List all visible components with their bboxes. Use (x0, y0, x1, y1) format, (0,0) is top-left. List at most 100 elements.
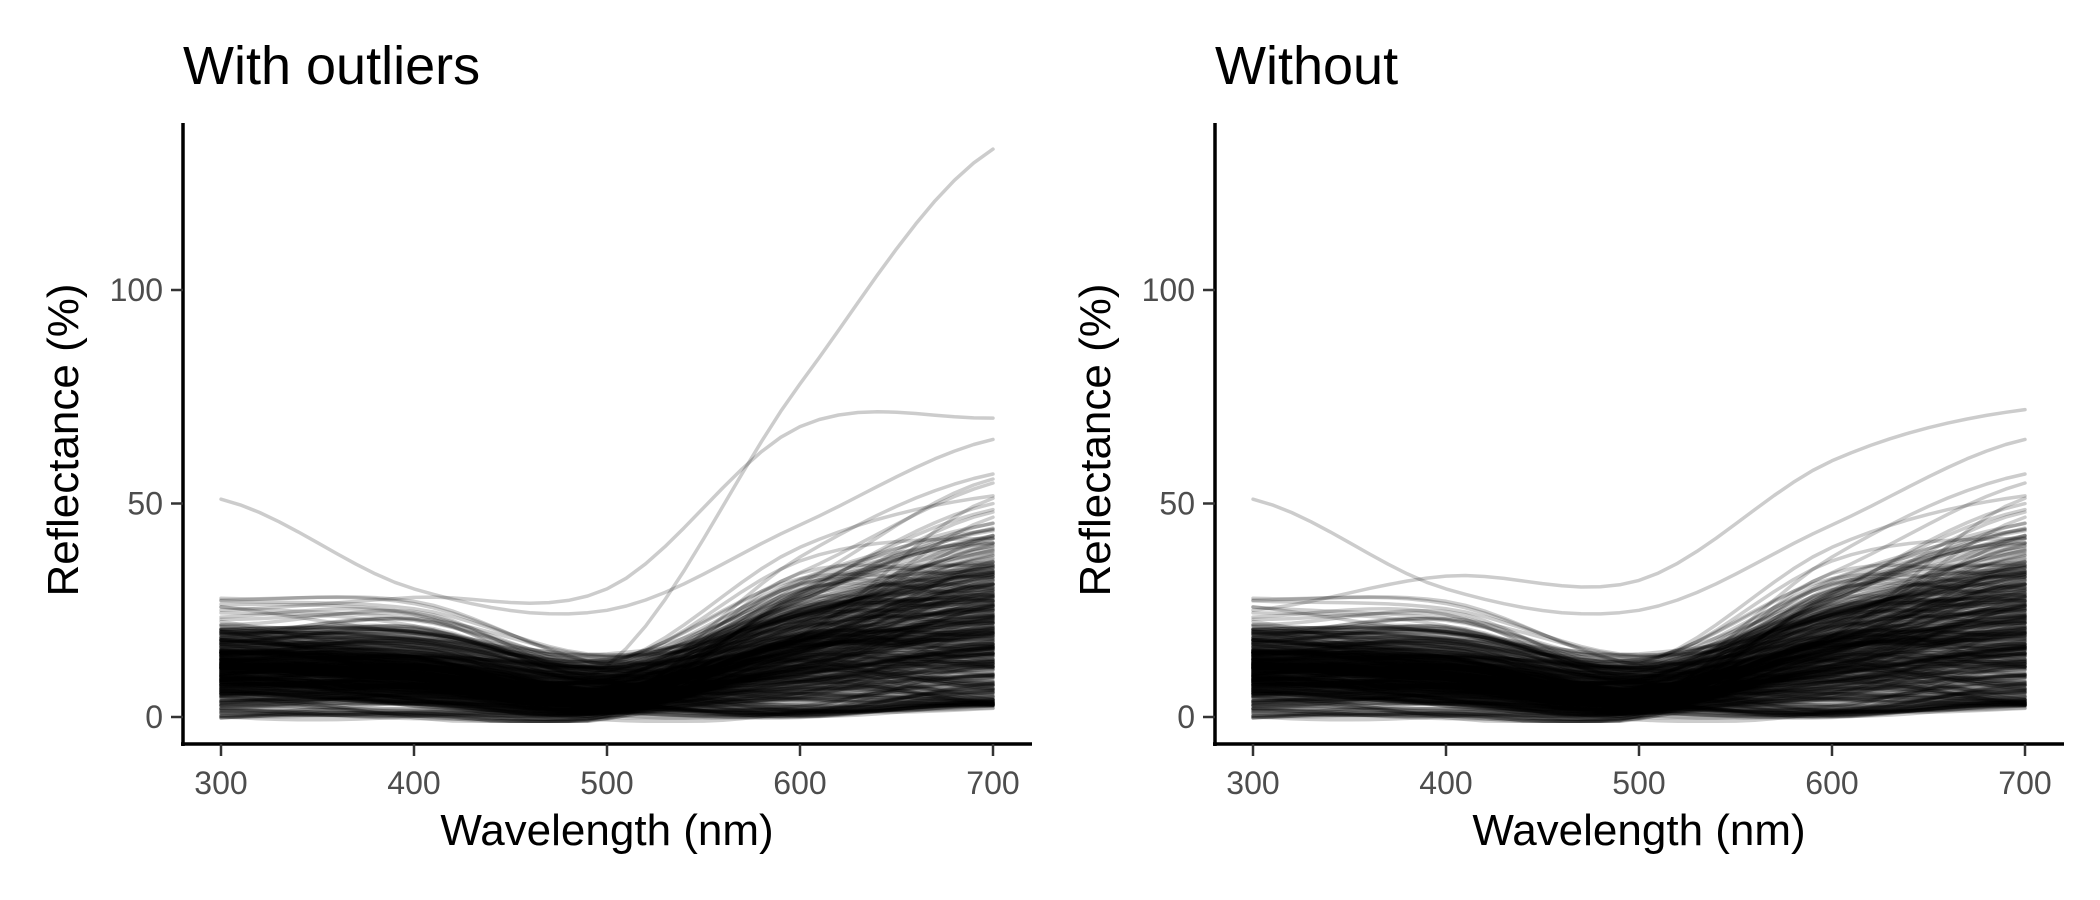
spectrum-line (1251, 662, 2027, 716)
spectrum-line (1251, 544, 2027, 686)
spectrum-line (1251, 627, 2027, 683)
spectrum-line (219, 594, 995, 711)
spectrum-line (1251, 521, 2027, 663)
spectrum-line (219, 595, 995, 702)
spectrum-line (219, 527, 995, 678)
spectrum-line (219, 494, 995, 669)
spectrum-line (1251, 595, 2027, 702)
spectrum-line (1251, 617, 2027, 684)
spectrum-line (219, 659, 995, 715)
spectrum-line (1251, 621, 2027, 690)
spectrum-line (1251, 563, 2027, 673)
spectrum-line (1251, 616, 2027, 696)
spectrum-line (1251, 566, 2027, 720)
spectrum-line (1251, 595, 2027, 708)
spectrum-line (1251, 628, 2027, 702)
spectrum-line (219, 675, 995, 717)
spectrum-line (219, 637, 995, 718)
spectrum-line (1251, 672, 2027, 703)
spectrum-line (219, 633, 995, 700)
spectrum-line (1251, 638, 2027, 675)
spectrum-line (1251, 601, 2027, 716)
x-tick-label: 500 (1612, 765, 1665, 801)
spectrum-line (1251, 541, 2027, 686)
spectrum-line (1251, 615, 2027, 696)
spectrum-line (1251, 614, 2027, 711)
spectrum-line (1251, 613, 2027, 710)
spectrum-line (1251, 613, 2027, 665)
spectrum-line (1251, 563, 2027, 697)
spectrum-line (1251, 521, 2027, 724)
spectrum-line (219, 659, 995, 716)
spectrum-line (219, 659, 995, 705)
spectrum-line (219, 640, 995, 670)
spectrum-line (219, 633, 995, 666)
spectrum-line (1251, 578, 2027, 682)
spectrum-line (1251, 660, 2027, 701)
spectrum-line (219, 591, 995, 689)
spectrum-line (1251, 501, 2027, 701)
spectrum-line (1251, 646, 2027, 716)
spectrum-line (1251, 646, 2027, 719)
spectrum-line (1251, 608, 2027, 695)
spectrum-line (219, 582, 995, 703)
spectrum-line (1251, 682, 2027, 708)
spectrum-line (219, 501, 995, 701)
spectrum-line (219, 672, 995, 705)
spectrum-line (219, 600, 995, 714)
spectrum-line (1251, 653, 2027, 717)
spectrum-line (219, 556, 995, 670)
spectrum-line (1251, 671, 2027, 713)
spectrum-line (1251, 646, 2027, 694)
spectrum-line (219, 635, 995, 658)
spectrum-line (219, 595, 995, 708)
spectrum-line (1251, 664, 2027, 713)
spectrum-line (219, 662, 995, 716)
spectrum-line (1251, 681, 2027, 717)
spectrum-line (219, 688, 995, 718)
spectrum-line (1251, 625, 2027, 688)
spectrum-line (1251, 652, 2027, 708)
spectrum-line (1251, 631, 2027, 693)
spectrum-line (219, 699, 995, 720)
spectrum-line (219, 638, 995, 698)
spectrum-line (1251, 584, 2027, 678)
spectrum-line (219, 675, 995, 708)
spectrum-line (219, 603, 995, 691)
spectrum-line (1251, 633, 2027, 700)
spectrum-line (219, 635, 995, 720)
spectrum-line (219, 614, 995, 659)
spectrum-line (219, 634, 995, 678)
spectrum-line (219, 572, 995, 694)
spectrum-line (1251, 642, 2027, 692)
spectrum-line (1251, 607, 2027, 694)
spectrum-line (219, 698, 995, 722)
spectrum-line (219, 641, 995, 692)
spectrum-line (1251, 572, 2027, 694)
spectrum-line (219, 477, 995, 664)
spectrum-line (219, 674, 995, 713)
spectrum-line (219, 582, 995, 699)
spectrum-line (1251, 607, 2027, 684)
spectrum-line (219, 596, 995, 709)
spectrum-line (219, 614, 995, 676)
spectrum-line (1251, 582, 2027, 724)
spectrum-line (1251, 583, 2027, 686)
spectrum-line (219, 638, 995, 714)
spectrum-line (1251, 630, 2027, 708)
spectrum-line (1251, 688, 2027, 718)
spectrum-line (1251, 645, 2027, 698)
spectrum-line (219, 651, 995, 715)
spectrum-line (1251, 640, 2027, 699)
spectrum-line (219, 683, 995, 714)
spectrum-line (219, 627, 995, 702)
spectrum-line (1251, 596, 2027, 707)
spectrum-line (219, 597, 995, 680)
spectrum-line (219, 616, 995, 685)
spectrum-line (1251, 659, 2027, 699)
spectrum-line (1251, 658, 2027, 707)
spectrum-line (1251, 676, 2027, 716)
spectrum-line (1251, 644, 2027, 712)
spectrum-line (219, 700, 995, 720)
x-tick-label: 400 (387, 765, 440, 801)
